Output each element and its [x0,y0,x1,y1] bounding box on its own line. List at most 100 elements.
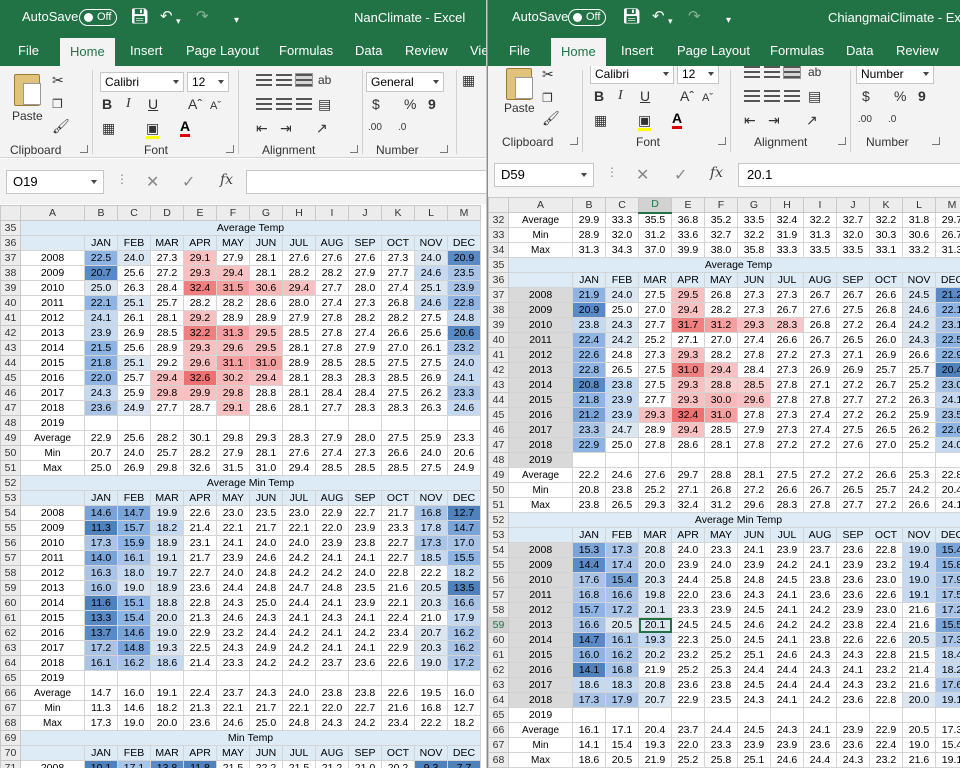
value-cell[interactable]: 24.3 [902,332,936,348]
value-cell[interactable]: 23.9 [605,392,639,408]
value-cell[interactable]: 27.5 [638,377,672,393]
value-cell[interactable]: 29.6 [183,355,217,371]
stat-label-cell[interactable]: Max [20,715,85,731]
column-header-g[interactable]: G [249,205,283,221]
comma-icon[interactable]: 9 [428,96,436,112]
value-cell[interactable]: 23.8 [348,685,382,701]
stat-label-cell[interactable]: Average [508,467,573,483]
value-cell[interactable]: 24.4 [803,752,837,768]
value-cell[interactable]: 26.6 [381,445,415,461]
value-cell[interactable]: 17.3 [935,722,960,738]
redo-icon[interactable]: ↷ [688,8,701,25]
value-cell[interactable] [315,415,349,431]
value-cell[interactable]: 25.7 [869,362,903,378]
stat-label-cell[interactable]: Min [508,227,573,243]
stat-label-cell[interactable]: Max [508,752,573,768]
name-box[interactable]: O19 [6,170,104,194]
font-size-combo[interactable]: 12 [677,66,719,84]
row-header-34[interactable]: 34 [488,242,509,258]
value-cell[interactable]: 26.7 [869,377,903,393]
value-cell[interactable]: 26.5 [836,332,870,348]
row-header-46[interactable]: 46 [488,422,509,438]
value-cell[interactable]: 33.5 [836,242,870,258]
value-cell[interactable]: 23.9 [605,407,639,423]
value-cell[interactable]: 24.3 [737,692,771,708]
value-cell[interactable]: 16.2 [447,640,481,656]
year-label-cell[interactable]: 2010 [508,317,573,333]
value-cell[interactable]: 24.8 [282,715,316,731]
tab-insert[interactable]: Insert [621,43,654,58]
value-cell[interactable] [414,670,448,686]
value-cell[interactable]: 16.2 [117,655,151,671]
row-header-52[interactable]: 52 [0,475,21,491]
year-label-cell[interactable]: 2019 [20,415,85,431]
value-cell[interactable]: 22.9 [869,722,903,738]
value-cell[interactable]: 23.3 [381,520,415,536]
value-cell[interactable]: 12.7 [447,700,481,716]
value-cell[interactable]: 29.6 [737,392,771,408]
value-cell[interactable]: 20.7 [414,625,448,641]
value-cell[interactable]: 24.8 [249,565,283,581]
value-cell[interactable]: 32.2 [803,212,837,228]
value-cell[interactable]: 31.9 [770,227,804,243]
value-cell[interactable]: 26.7 [803,287,837,303]
value-cell[interactable]: 32.4 [770,212,804,228]
year-label-cell[interactable]: 2016 [508,407,573,423]
value-cell[interactable]: 24.2 [348,715,382,731]
value-cell[interactable]: 17.6 [935,677,960,693]
tab-page-layout[interactable]: Page Layout [677,43,751,58]
year-label-cell[interactable]: 2019 [508,452,573,468]
select-all-corner[interactable] [0,205,21,221]
value-cell[interactable]: 24.2 [282,550,316,566]
value-cell[interactable]: 24.2 [605,332,639,348]
month-header-cell[interactable]: JUN [249,490,283,506]
month-header-cell[interactable]: AUG [803,272,837,288]
value-cell[interactable]: 16.8 [605,662,639,678]
value-cell[interactable] [216,670,250,686]
value-cell[interactable]: 27.1 [671,332,705,348]
value-cell[interactable]: 24.1 [216,535,250,551]
value-cell[interactable] [348,415,382,431]
decrease-decimal-icon[interactable]: .0 [398,122,407,133]
value-cell[interactable]: 28.2 [150,430,184,446]
value-cell[interactable]: 25.3 [902,467,936,483]
month-header-cell[interactable]: JUL [282,745,316,761]
undo-icon[interactable]: ↶ [160,8,173,25]
year-label-cell[interactable]: 2015 [508,647,573,663]
row-header-62[interactable]: 62 [488,662,509,678]
value-cell[interactable]: 21.4 [902,662,936,678]
row-header-36[interactable]: 36 [488,272,509,288]
value-cell[interactable]: 29.3 [249,430,283,446]
value-cell[interactable]: 24.0 [935,437,960,453]
value-cell[interactable]: 27.2 [737,482,771,498]
value-cell[interactable]: 17.2 [935,602,960,618]
value-cell[interactable]: 30.0 [704,392,738,408]
value-cell[interactable]: 18.2 [150,700,184,716]
value-cell[interactable]: 26.9 [869,347,903,363]
month-header-cell[interactable]: OCT [381,235,415,251]
value-cell[interactable]: 23.6 [836,692,870,708]
value-cell[interactable]: 27.8 [737,407,771,423]
value-cell[interactable]: 22.9 [671,692,705,708]
value-cell[interactable]: 26.6 [902,497,936,513]
column-header-k[interactable]: K [869,197,903,213]
value-cell[interactable]: 27.8 [737,347,771,363]
value-cell[interactable]: 28.5 [737,377,771,393]
value-cell[interactable]: 24.5 [671,617,705,633]
value-cell[interactable]: 24.0 [414,250,448,266]
value-cell[interactable]: 26.8 [704,287,738,303]
value-cell[interactable]: 21.9 [638,752,672,768]
row-header-66[interactable]: 66 [488,722,509,738]
value-cell[interactable]: 22.9 [381,640,415,656]
value-cell[interactable]: 24.5 [902,287,936,303]
value-cell[interactable]: 33.6 [671,227,705,243]
value-cell[interactable]: 18.9 [150,580,184,596]
align-right-icon[interactable] [296,98,312,110]
value-cell[interactable]: 23.8 [348,535,382,551]
value-cell[interactable]: 26.9 [803,362,837,378]
decrease-indent-icon[interactable]: ⇤ [744,112,756,128]
value-cell[interactable]: 10.1 [84,760,118,768]
value-cell[interactable]: 14.7 [572,632,606,648]
value-cell[interactable]: 16.0 [447,685,481,701]
format-painter-icon[interactable]: 🖌︎ [542,110,560,126]
